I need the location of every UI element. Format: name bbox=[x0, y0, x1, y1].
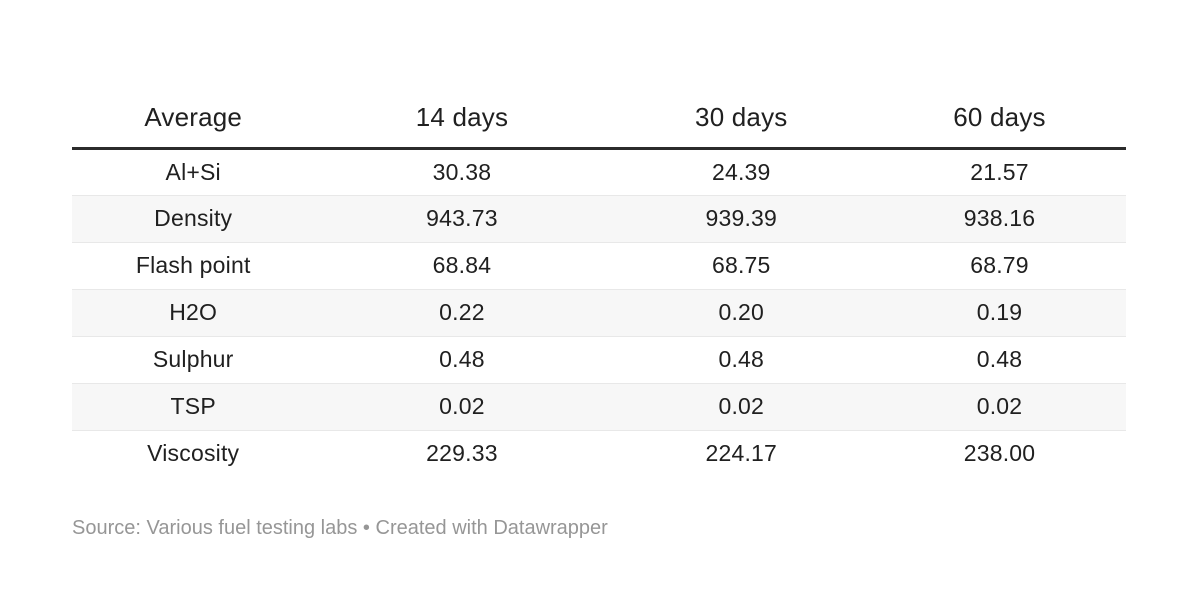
row-label: Al+Si bbox=[165, 158, 221, 185]
cell-value: 24.39 bbox=[711, 158, 771, 185]
cell-value: 21.57 bbox=[970, 158, 1029, 185]
row-label: Viscosity bbox=[147, 440, 240, 467]
cell-value: 30.38 bbox=[432, 158, 492, 185]
cell-value: 0.19 bbox=[976, 299, 1023, 325]
datawrapper-table-chart: Average 14 days 30 days 60 days Al+Si 30.38 2… bbox=[72, 88, 1126, 477]
table-row: Viscosity 229.33 224.17 238.00 bbox=[72, 430, 1126, 477]
table-header-row: Average 14 days 30 days 60 days bbox=[72, 88, 1126, 148]
column-header: 60 days bbox=[953, 101, 1046, 132]
table-row: Al+Si 30.38 24.39 21.57 bbox=[72, 148, 1126, 195]
table-body: Al+Si 30.38 24.39 21.57 Density 943.73 939.39 9… bbox=[72, 148, 1126, 477]
source-label: Source: bbox=[72, 517, 141, 539]
table-row: H2O 0.22 0.20 0.19 bbox=[72, 289, 1126, 336]
datawrapper-attribution-link[interactable]: Created with Datawrapper bbox=[375, 517, 608, 539]
table-row: Density 943.73 939.39 938.16 bbox=[72, 195, 1126, 242]
table-row: TSP 0.02 0.02 0.02 bbox=[72, 383, 1126, 430]
cell-value: 0.02 bbox=[976, 393, 1023, 419]
row-label: Density bbox=[154, 205, 233, 231]
cell-value: 943.73 bbox=[426, 205, 498, 231]
column-header: 14 days bbox=[415, 101, 509, 132]
cell-value: 0.48 bbox=[439, 346, 485, 372]
cell-value: 0.22 bbox=[439, 299, 485, 325]
table-row: Flash point 68.84 68.75 68.79 bbox=[72, 242, 1126, 289]
row-label: Flash point bbox=[135, 252, 251, 278]
cell-value: 0.48 bbox=[976, 346, 1023, 372]
row-label: H2O bbox=[169, 299, 218, 325]
cell-value: 68.79 bbox=[970, 252, 1029, 278]
cell-value: 224.17 bbox=[705, 440, 778, 467]
cell-value: 0.48 bbox=[718, 346, 765, 372]
footer-separator: • bbox=[362, 517, 370, 539]
cell-value: 939.39 bbox=[705, 205, 778, 231]
column-header: 30 days bbox=[695, 101, 788, 132]
cell-value: 0.02 bbox=[718, 393, 765, 419]
source-text: Various fuel testing labs bbox=[146, 517, 358, 539]
table-head: Average 14 days 30 days 60 days bbox=[72, 88, 1126, 148]
cell-value: 0.02 bbox=[439, 393, 485, 419]
column-header: Average bbox=[144, 101, 243, 132]
cell-value: 68.84 bbox=[432, 252, 492, 278]
row-label: Sulphur bbox=[152, 346, 234, 372]
data-table: Average 14 days 30 days 60 days Al+Si 30.38 2… bbox=[72, 88, 1126, 477]
chart-footer: Source: Various fuel testing labs • Crea… bbox=[72, 516, 608, 540]
cell-value: 938.16 bbox=[963, 205, 1036, 231]
table-row: Sulphur 0.48 0.48 0.48 bbox=[72, 336, 1126, 383]
row-label: TSP bbox=[170, 393, 216, 419]
cell-value: 0.20 bbox=[718, 299, 765, 325]
cell-value: 68.75 bbox=[711, 252, 771, 278]
cell-value: 238.00 bbox=[963, 440, 1036, 467]
cell-value: 229.33 bbox=[426, 440, 498, 467]
